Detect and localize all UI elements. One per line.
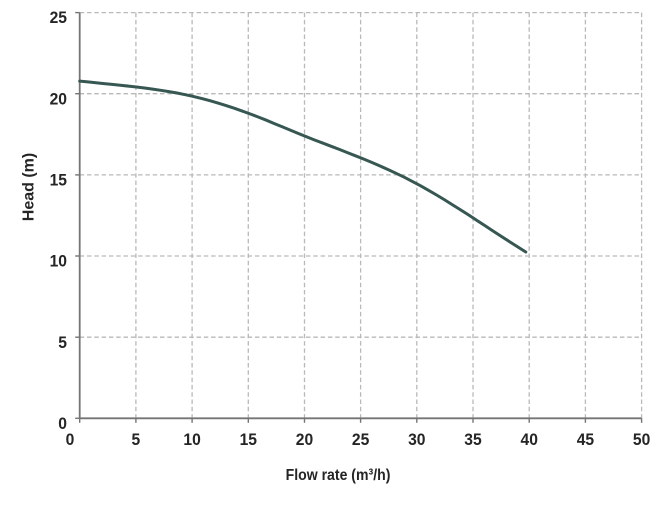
svg-text:30: 30 [408, 430, 425, 449]
svg-text:25: 25 [50, 9, 67, 28]
svg-text:10: 10 [183, 430, 200, 449]
svg-text:10: 10 [50, 252, 67, 271]
svg-text:15: 15 [50, 171, 67, 190]
svg-text:15: 15 [240, 430, 257, 449]
svg-text:50: 50 [633, 430, 650, 449]
svg-text:20: 20 [296, 430, 313, 449]
svg-text:5: 5 [132, 430, 141, 449]
svg-text:40: 40 [521, 430, 538, 449]
svg-text:25: 25 [352, 430, 369, 449]
svg-text:20: 20 [50, 90, 67, 109]
svg-text:0: 0 [66, 430, 75, 449]
svg-text:35: 35 [464, 430, 481, 449]
svg-text:5: 5 [58, 333, 67, 352]
svg-text:Flow rate (m³/h): Flow rate (m³/h) [286, 466, 391, 484]
svg-text:0: 0 [58, 414, 67, 433]
svg-text:Head (m): Head (m) [21, 153, 38, 221]
svg-text:45: 45 [577, 430, 594, 449]
